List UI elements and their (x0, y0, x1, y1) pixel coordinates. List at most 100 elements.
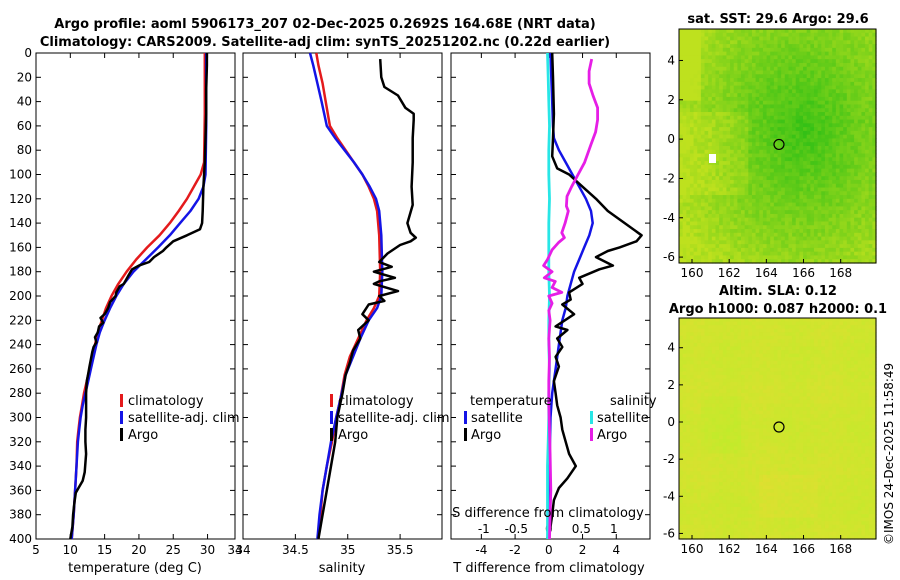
map-cell (868, 78, 873, 83)
map-cell (817, 127, 822, 132)
map-cell (788, 29, 793, 34)
map-cell (711, 407, 717, 412)
map-cell (759, 332, 764, 337)
map-cell (843, 378, 848, 383)
map-cell (784, 225, 790, 230)
map-cell (759, 123, 764, 128)
map-cell (770, 221, 775, 226)
map-cell (865, 217, 870, 223)
map-cell (854, 396, 859, 401)
map-cell (832, 161, 837, 166)
map-cell (755, 357, 760, 362)
map-cell (821, 255, 826, 260)
map-cell (715, 96, 720, 102)
map-cell (857, 375, 863, 380)
map-cell (792, 210, 797, 215)
map-cell (770, 85, 775, 90)
map-cell (861, 236, 866, 241)
map-cell (762, 55, 768, 60)
map-cell (730, 89, 735, 94)
map-cell (854, 198, 859, 204)
map-cell (770, 371, 775, 376)
map-cell (854, 407, 859, 412)
map-cell (744, 47, 749, 53)
map-cell (781, 112, 786, 117)
map-cell (700, 138, 706, 143)
map-cell (773, 127, 779, 132)
map-cell (733, 357, 738, 362)
map-cell (828, 29, 833, 34)
sst-map-title: sat. SST: 29.6 Argo: 29.6 (687, 12, 868, 27)
map-cell (741, 85, 746, 90)
map-cell (817, 251, 822, 257)
map-cell (846, 325, 852, 330)
map-cell (846, 74, 852, 79)
map-cell (715, 123, 720, 128)
map-cell (817, 217, 822, 223)
map-cell (773, 360, 779, 365)
map-cell (861, 187, 866, 192)
map-cell (693, 59, 698, 64)
map-cell (781, 134, 786, 140)
map-cell (741, 55, 746, 60)
map-cell (832, 96, 837, 102)
map-cell (846, 96, 852, 102)
map-cell (784, 119, 790, 124)
map-cell (766, 202, 771, 207)
map-cell (689, 157, 695, 162)
map-cell (872, 191, 877, 196)
map-cell (810, 385, 815, 390)
map-cell (766, 62, 771, 68)
map-cell (817, 70, 822, 75)
map-cell (686, 176, 691, 181)
map-cell (792, 244, 797, 249)
map-cell (722, 78, 728, 83)
map-cell (854, 138, 859, 143)
map-cell (777, 29, 782, 34)
map-cell (773, 318, 779, 323)
map-cell (700, 357, 706, 362)
map-cell (682, 399, 687, 405)
map-cell (704, 119, 709, 124)
map-cell (751, 339, 757, 344)
map-cell (872, 217, 877, 223)
map-cell (715, 407, 720, 412)
map-cell (759, 353, 764, 358)
map-cell (828, 325, 833, 330)
map-cell (770, 187, 775, 192)
map-cell (824, 251, 830, 257)
map-cell (766, 108, 771, 113)
map-cell (770, 70, 775, 75)
map-cell (810, 96, 815, 102)
map-cell (777, 350, 782, 355)
map-cell (788, 328, 793, 333)
map-cell (708, 104, 713, 109)
map-cell (832, 350, 837, 355)
map-cell (719, 325, 724, 330)
map-cell (719, 210, 724, 215)
map-cell (784, 78, 790, 83)
map-cell (795, 318, 800, 323)
map-cell (704, 36, 709, 41)
map-cell (810, 247, 815, 253)
map-cell (810, 221, 815, 226)
map-cell (806, 66, 811, 72)
map-cell (748, 403, 753, 408)
map-cell (835, 244, 841, 249)
map-cell (697, 206, 702, 211)
map-cell (693, 385, 698, 390)
map-cell (828, 328, 833, 333)
map-cell (704, 195, 709, 200)
map-cell (846, 229, 852, 234)
map-cell (795, 371, 800, 376)
map-cell (704, 172, 709, 177)
map-cell (806, 318, 811, 323)
map-cell (806, 371, 811, 376)
map-cell (751, 318, 757, 323)
map-cell (788, 382, 793, 387)
map-cell (748, 389, 753, 394)
map-cell (795, 187, 800, 192)
map-cell (689, 213, 695, 219)
map-cell (748, 213, 753, 219)
map-cell (861, 364, 866, 369)
